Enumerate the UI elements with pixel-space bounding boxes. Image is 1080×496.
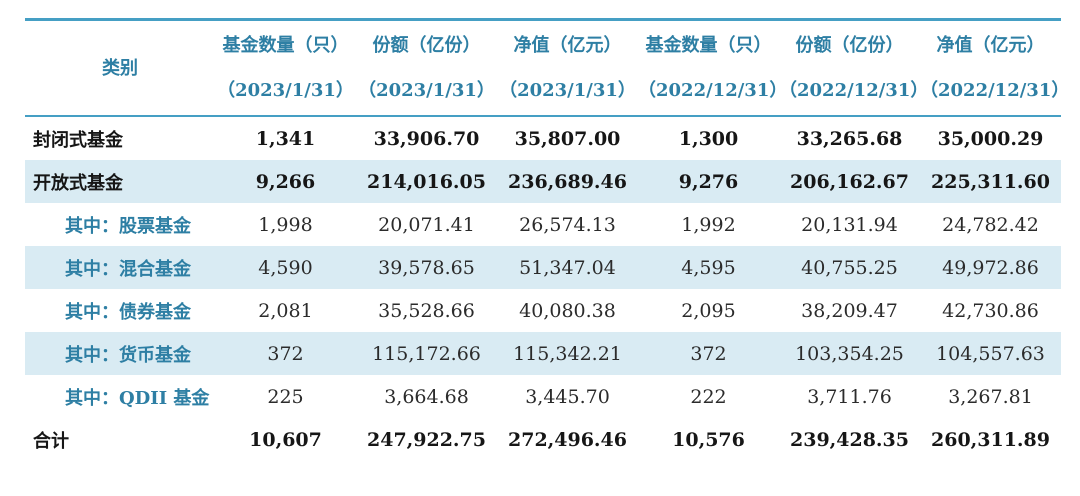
column-header-label: 份额（亿份） (372, 35, 481, 56)
row-label: 其中：股票基金 (65, 215, 191, 237)
column-header-date: （2022/12/31） (638, 80, 788, 101)
header-row: 类别 基金数量（只） （2023/1/31） 份额（亿份） （2023/1/31… (25, 18, 1070, 117)
table-row-hybrid-funds: 其中：混合基金 4,590 39,578.65 51,347.04 4,595 … (25, 246, 1061, 289)
cell-value: 372 (215, 332, 356, 375)
column-header-date: （2022/12/31） (779, 80, 929, 101)
cell-value: 20,131.94 (801, 213, 898, 236)
cell-value: 1,992 (681, 213, 736, 236)
cell-value: 225 (267, 385, 304, 408)
cell-value: 39,578.65 (356, 246, 497, 289)
row-label: 其中：QDII 基金 (65, 387, 210, 409)
cell-value: 9,266 (215, 160, 356, 203)
table-row-closed-end-funds: 封闭式基金 1,341 33,906.70 35,807.00 1,300 33… (25, 116, 1061, 160)
cell-value: 9,276 (638, 160, 779, 203)
cell-value: 260,311.89 (931, 428, 1050, 451)
column-header-date: （2022/12/31） (920, 80, 1070, 101)
cell-value: 4,590 (215, 246, 356, 289)
cell-value: 1,998 (258, 213, 313, 236)
column-header-count-2023: 基金数量（只） （2023/1/31） (215, 18, 356, 117)
cell-value: 33,265.68 (796, 127, 903, 150)
table-body: 封闭式基金 1,341 33,906.70 35,807.00 1,300 33… (25, 116, 1061, 461)
cell-value: 26,574.13 (519, 213, 616, 236)
cell-value: 239,428.35 (790, 428, 909, 451)
column-header-label: 净值（亿元） (513, 35, 622, 56)
cell-value: 24,782.42 (942, 213, 1039, 236)
cell-value: 33,906.70 (373, 127, 480, 150)
cell-value: 115,172.66 (356, 332, 497, 375)
row-label: 其中：货币基金 (25, 332, 215, 375)
row-label: 开放式基金 (25, 160, 215, 203)
cell-value: 372 (638, 332, 779, 375)
column-header-date: （2023/1/31） (217, 80, 354, 101)
cell-value: 2,095 (681, 299, 736, 322)
cell-value: 35,807.00 (514, 127, 621, 150)
row-label: 其中：债券基金 (65, 301, 191, 323)
column-header-shares-2022: 份额（亿份） （2022/12/31） (779, 18, 929, 117)
column-header-label: 净值（亿元） (936, 35, 1045, 56)
row-label: 合计 (33, 430, 69, 452)
column-header-label: 基金数量（只） (222, 35, 349, 56)
cell-value: 1,300 (678, 127, 739, 150)
cell-value: 3,711.76 (807, 385, 892, 408)
cell-value: 40,755.25 (779, 246, 920, 289)
cell-value: 115,342.21 (497, 332, 638, 375)
cell-value: 3,445.70 (525, 385, 610, 408)
column-header-date: （2023/1/31） (358, 80, 495, 101)
cell-value: 10,607 (249, 428, 322, 451)
row-label: 其中：混合基金 (25, 246, 215, 289)
table-row-total: 合计 10,607 247,922.75 272,496.46 10,576 2… (25, 418, 1061, 461)
cell-value: 206,162.67 (779, 160, 920, 203)
fund-statistics-table: 类别 基金数量（只） （2023/1/31） 份额（亿份） （2023/1/31… (25, 18, 1070, 461)
column-header-nav-2022: 净值（亿元） （2022/12/31） (920, 18, 1070, 117)
column-header-shares-2023: 份额（亿份） （2023/1/31） (356, 18, 497, 117)
cell-value: 222 (690, 385, 727, 408)
cell-value: 2,081 (258, 299, 313, 322)
column-header-count-2022: 基金数量（只） （2022/12/31） (638, 18, 788, 117)
cell-value: 42,730.86 (942, 299, 1039, 322)
cell-value: 40,080.38 (519, 299, 616, 322)
cell-value: 225,311.60 (920, 160, 1061, 203)
cell-value: 247,922.75 (367, 428, 486, 451)
column-header-label: 类别 (102, 57, 138, 79)
column-header-nav-2023: 净值（亿元） （2023/1/31） (497, 18, 638, 117)
column-header-date: （2023/1/31） (499, 80, 636, 101)
cell-value: 104,557.63 (920, 332, 1061, 375)
cell-value: 38,209.47 (801, 299, 898, 322)
cell-value: 236,689.46 (497, 160, 638, 203)
column-header-category: 类别 (25, 18, 215, 117)
cell-value: 103,354.25 (779, 332, 920, 375)
table-row-qdii-funds: 其中：QDII 基金 225 3,664.68 3,445.70 222 3,7… (25, 375, 1061, 418)
cell-value: 35,528.66 (378, 299, 475, 322)
table-row-equity-funds: 其中：股票基金 1,998 20,071.41 26,574.13 1,992 … (25, 203, 1061, 246)
table-header: 类别 基金数量（只） （2023/1/31） 份额（亿份） （2023/1/31… (25, 18, 1070, 117)
cell-value: 272,496.46 (508, 428, 627, 451)
cell-value: 1,341 (255, 127, 316, 150)
table-row-open-end-funds: 开放式基金 9,266 214,016.05 236,689.46 9,276 … (25, 160, 1061, 203)
column-header-label: 份额（亿份） (795, 35, 904, 56)
cell-value: 3,267.81 (948, 385, 1033, 408)
cell-value: 35,000.29 (937, 127, 1044, 150)
cell-value: 20,071.41 (378, 213, 475, 236)
cell-value: 10,576 (672, 428, 745, 451)
cell-value: 214,016.05 (356, 160, 497, 203)
cell-value: 51,347.04 (497, 246, 638, 289)
cell-value: 3,664.68 (384, 385, 469, 408)
table-row-bond-funds: 其中：债券基金 2,081 35,528.66 40,080.38 2,095 … (25, 289, 1061, 332)
cell-value: 49,972.86 (920, 246, 1061, 289)
row-label: 封闭式基金 (33, 129, 123, 151)
table-row-money-market-funds: 其中：货币基金 372 115,172.66 115,342.21 372 10… (25, 332, 1061, 375)
cell-value: 4,595 (638, 246, 779, 289)
column-header-label: 基金数量（只） (645, 35, 772, 56)
